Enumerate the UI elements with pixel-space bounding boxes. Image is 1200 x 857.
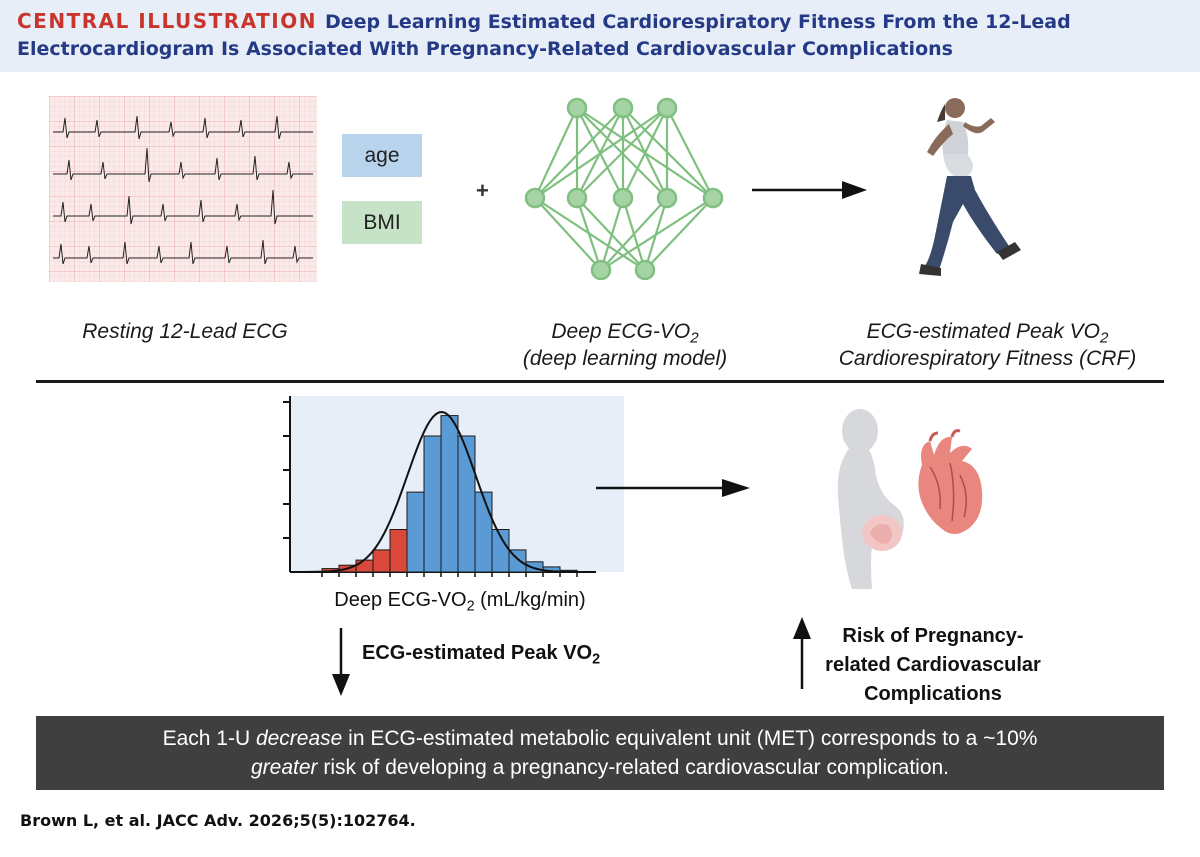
histogram-bar bbox=[423, 435, 442, 573]
network-edge bbox=[666, 107, 714, 199]
arrow-up-icon bbox=[793, 617, 811, 689]
histogram-x-label-text: Deep ECG-VO bbox=[334, 589, 467, 611]
key-finding-banner: Each 1-U decrease in ECG-estimated metab… bbox=[36, 716, 1164, 790]
banner-line2: greater risk of developing a pregnancy-r… bbox=[36, 753, 1164, 782]
histogram-x-label-subscript: 2 bbox=[466, 598, 475, 615]
plus-sign: + bbox=[476, 178, 489, 203]
vo2-distribution-histogram bbox=[283, 396, 624, 577]
banner-text: risk of developing a pregnancy-related c… bbox=[317, 756, 950, 779]
decreased-vo2-label: ECG-estimated Peak VO2 bbox=[362, 642, 601, 668]
bmi-input-box: BMI bbox=[342, 201, 422, 244]
network-edge bbox=[576, 107, 668, 199]
banner-text: Each 1-U bbox=[162, 727, 256, 750]
crf-caption-line2: Cardiorespiratory Fitness (CRF) bbox=[838, 347, 1137, 370]
banner-emphasis-greater: greater bbox=[250, 756, 318, 779]
histogram-bar bbox=[406, 491, 425, 573]
network-edge bbox=[644, 197, 714, 271]
arrow-right-icon bbox=[752, 181, 867, 199]
crf-caption-text: ECG-estimated Peak VO bbox=[866, 320, 1100, 343]
banner-emphasis-decrease: decrease bbox=[255, 727, 343, 750]
network-edge bbox=[534, 197, 602, 271]
histogram-x-label-unit: (mL/kg/min) bbox=[474, 589, 586, 611]
network-node bbox=[612, 97, 634, 119]
risk-label: Risk of Pregnancy-related Cardiovascular… bbox=[825, 625, 1041, 705]
neural-network-diagram bbox=[524, 97, 724, 280]
network-node bbox=[566, 187, 588, 209]
central-illustration-label: CENTRAL ILLUSTRATION bbox=[17, 9, 317, 33]
network-edge bbox=[575, 197, 603, 271]
network-node bbox=[634, 259, 656, 280]
decreased-vo2-text: ECG-estimated Peak VO bbox=[362, 642, 593, 664]
network-edge bbox=[534, 107, 624, 199]
decreased-vo2-subscript: 2 bbox=[592, 651, 601, 668]
network-node bbox=[612, 187, 634, 209]
network-edge bbox=[622, 107, 668, 199]
network-edge bbox=[599, 197, 625, 271]
histogram-bar bbox=[355, 559, 374, 573]
network-edge bbox=[600, 197, 668, 271]
network-node bbox=[590, 259, 612, 280]
network-node bbox=[656, 97, 678, 119]
network-edge bbox=[600, 197, 714, 271]
pregnant-runner-icon bbox=[919, 98, 1021, 276]
section-divider bbox=[36, 380, 1164, 383]
header-band bbox=[0, 0, 1200, 72]
arrow-right-icon bbox=[596, 479, 750, 497]
header-text: CENTRAL ILLUSTRATION Deep Learning Estima… bbox=[17, 8, 1177, 63]
histogram-bar bbox=[440, 415, 459, 573]
banner-line1: Each 1-U decrease in ECG-estimated metab… bbox=[36, 724, 1164, 753]
model-caption: Deep ECG-VO2 (deep learning model) bbox=[470, 318, 780, 372]
crf-caption-subscript: 2 bbox=[1100, 329, 1109, 347]
age-input-box: age bbox=[342, 134, 422, 177]
model-caption-line2: (deep learning model) bbox=[522, 347, 728, 370]
pregnancy-heart-icon bbox=[837, 409, 983, 589]
illustration-title: Deep Learning Estimated Cardiorespirator… bbox=[17, 11, 1071, 60]
histogram-bar bbox=[372, 549, 391, 573]
histogram-x-label: Deep ECG-VO2 (mL/kg/min) bbox=[240, 589, 680, 615]
network-node bbox=[702, 187, 724, 209]
ecg-caption: Resting 12-Lead ECG bbox=[82, 320, 288, 343]
model-caption-subscript: 2 bbox=[690, 329, 699, 347]
crf-caption-line1: ECG-estimated Peak VO2 bbox=[800, 318, 1175, 347]
density-curve bbox=[292, 410, 595, 573]
network-edge bbox=[534, 107, 668, 199]
banner-text: in ECG-estimated metabolic equivalent un… bbox=[342, 727, 1038, 750]
model-caption-text: Deep ECG-VO bbox=[551, 320, 691, 343]
network-node bbox=[524, 187, 546, 209]
arrow-down-icon bbox=[332, 628, 350, 696]
crf-caption: ECG-estimated Peak VO2 Cardiorespiratory… bbox=[800, 318, 1175, 372]
histogram-bar bbox=[389, 529, 408, 573]
network-edge bbox=[534, 107, 578, 199]
model-caption-line1: Deep ECG-VO2 bbox=[470, 318, 780, 347]
histogram-bar bbox=[474, 491, 493, 573]
histogram-bar bbox=[457, 435, 476, 573]
citation: Brown L, et al. JACC Adv. 2026;5(5):1027… bbox=[20, 811, 416, 830]
ecg-trace-image bbox=[49, 96, 317, 282]
network-node bbox=[566, 97, 588, 119]
network-node bbox=[656, 187, 678, 209]
